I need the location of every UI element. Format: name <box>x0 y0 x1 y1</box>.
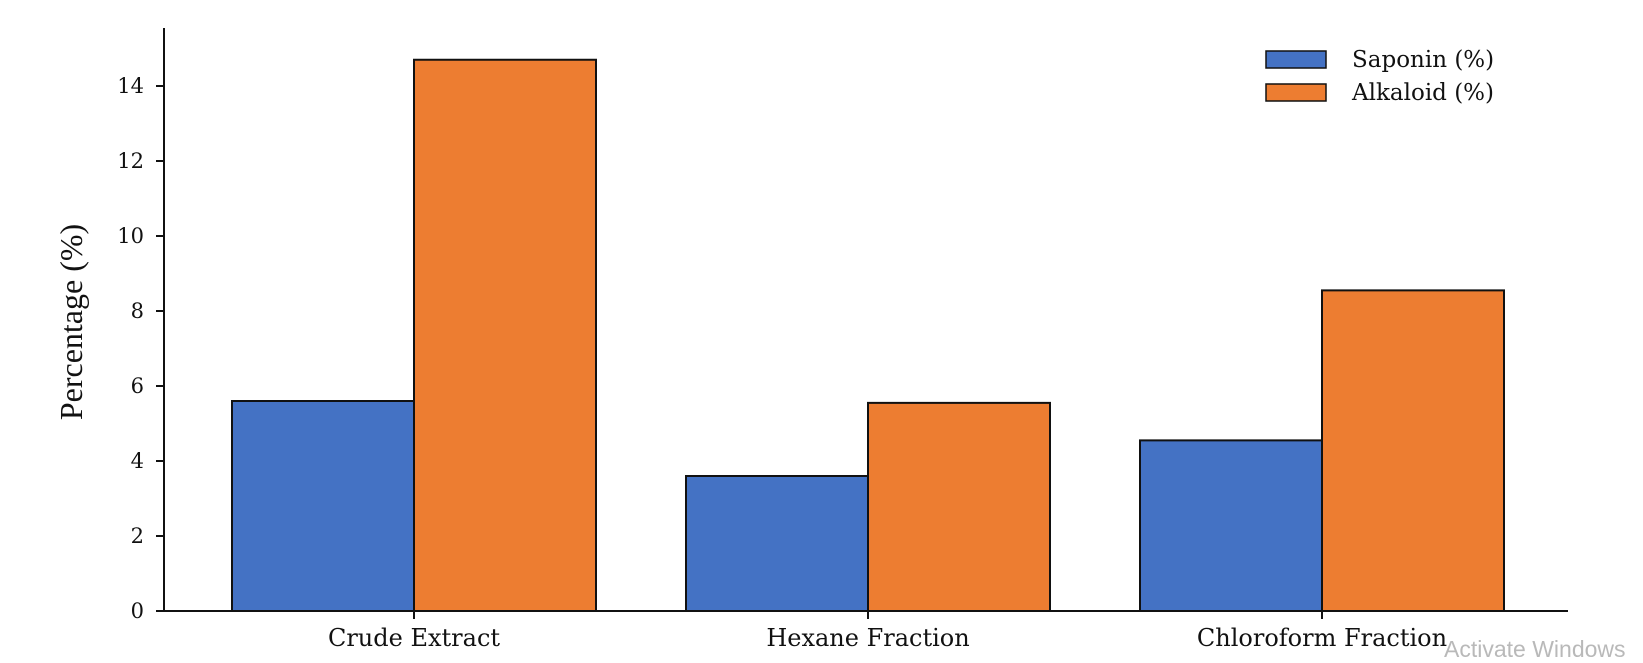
y-tick-label: 4 <box>131 449 144 473</box>
y-tick-label: 0 <box>131 599 144 623</box>
legend-label-saponin: Saponin (%) <box>1352 47 1494 73</box>
legend-swatch-alkaloid <box>1265 83 1327 102</box>
y-tick-label: 12 <box>117 149 144 173</box>
bar-alkaloid-2 <box>1321 289 1505 612</box>
x-category-label: Chloroform Fraction <box>1197 624 1447 652</box>
legend: Saponin (%) Alkaloid (%) <box>1265 47 1494 106</box>
x-category-label: Hexane Fraction <box>766 624 969 652</box>
x-category-label: Crude Extract <box>328 624 500 652</box>
y-axis-label: Percentage (%) <box>53 224 89 420</box>
y-tick-label: 6 <box>131 374 144 398</box>
axes-layer <box>163 28 1568 612</box>
bar-saponin-2 <box>1139 439 1323 612</box>
y-tick-label: 14 <box>117 74 144 98</box>
activate-windows-watermark: Activate Windows <box>1444 636 1626 662</box>
legend-swatch-saponin <box>1265 50 1327 69</box>
bar-saponin-0 <box>231 400 415 612</box>
y-tick-label: 2 <box>131 524 144 548</box>
bars-layer <box>231 58 1505 612</box>
bar-alkaloid-0 <box>413 58 597 612</box>
bar-alkaloid-1 <box>867 401 1051 612</box>
y-tick-label: 8 <box>131 299 144 323</box>
y-ticks-layer: 0 2 4 6 8 10 12 14 <box>117 74 164 623</box>
legend-label-alkaloid: Alkaloid (%) <box>1351 80 1494 106</box>
bar-saponin-1 <box>685 475 869 612</box>
y-tick-label: 10 <box>117 224 144 248</box>
x-categories-layer: Crude Extract Hexane Fraction Chloroform F… <box>328 611 1447 652</box>
